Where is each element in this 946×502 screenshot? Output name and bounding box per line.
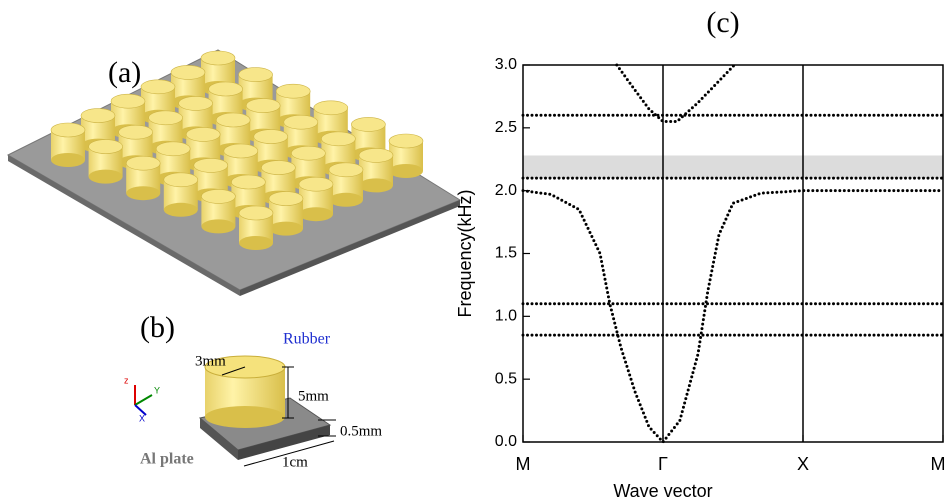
cylinder-base — [163, 202, 198, 217]
label: 3mm — [195, 353, 226, 369]
cylinder-top — [170, 65, 206, 80]
cylinder-base — [51, 153, 85, 167]
cylinder-top — [245, 98, 281, 113]
y-tick-label: 0.5 — [495, 370, 517, 387]
axis-letter: Y — [154, 385, 160, 395]
band — [521, 189, 945, 445]
cylinder-base — [126, 186, 161, 201]
cylinder-top — [201, 189, 236, 204]
y-tick-label: 0.0 — [495, 433, 517, 450]
cylinder-top — [110, 93, 146, 109]
cylinder-top — [163, 172, 199, 188]
cylinder-top — [298, 176, 334, 192]
cylinder-top — [238, 67, 273, 82]
cylinder-top — [253, 129, 289, 144]
cylinder-top — [148, 110, 183, 126]
cylinder-base — [329, 192, 363, 207]
panel-a — [6, 49, 462, 296]
label: Rubber — [283, 331, 331, 348]
cylinder-top — [275, 83, 311, 99]
cylinder-top — [80, 108, 116, 123]
y-tick-label: 1.0 — [495, 308, 517, 325]
cylinder-top — [88, 139, 123, 154]
cylinder-top — [238, 205, 274, 221]
cylinder-top — [291, 145, 326, 161]
cylinder-top — [185, 127, 221, 142]
cylinder-top — [223, 143, 259, 159]
y-axis-label: Frequency(kHz) — [455, 189, 475, 317]
label: 1cm — [282, 454, 308, 470]
cylinder-top — [358, 148, 394, 163]
cylinder-top — [208, 81, 243, 97]
axis-letter: z — [124, 375, 129, 385]
cylinder-base — [269, 221, 303, 236]
cylinder-base — [389, 164, 423, 178]
chart-title: (c) — [706, 6, 739, 39]
band — [615, 63, 736, 124]
cylinder-top — [155, 141, 191, 157]
label: Al plate — [140, 451, 194, 468]
y-tick-label: 2.5 — [495, 119, 517, 136]
cylinder-top — [313, 100, 349, 116]
y-tick-label: 1.5 — [495, 245, 517, 262]
cylinder-top — [261, 160, 296, 175]
axis-letter: X — [139, 413, 145, 423]
y-tick-label: 3.0 — [495, 56, 517, 73]
cylinder-top — [118, 124, 153, 140]
panel-label: (a) — [108, 56, 141, 89]
x-tick-label: Γ — [658, 454, 668, 474]
cylinder-top — [388, 133, 424, 149]
plot-frame — [522, 64, 944, 443]
cylinder-top — [268, 191, 304, 206]
cylinder-top — [328, 162, 364, 178]
cylinder-top — [178, 96, 213, 111]
x-tick-label: M — [516, 454, 531, 474]
panel-label: (b) — [140, 311, 175, 344]
label: 5mm — [298, 388, 329, 404]
cylinder-top — [351, 117, 386, 132]
chart: 0.0 0.5 1.0 1.5 2.0 2.5 3.0 M Γ X M (c) Wave vector F… — [455, 6, 946, 501]
y-tick-label: 2.0 — [495, 182, 517, 199]
plate-edge — [240, 200, 460, 296]
cylinder-top — [283, 114, 319, 130]
cylinder-top — [215, 112, 251, 128]
cylinder-base — [299, 207, 333, 222]
cylinder-top — [321, 131, 356, 147]
cylinder-top — [231, 174, 266, 190]
cylinder-base — [359, 178, 393, 193]
unit-cell — [134, 355, 336, 467]
cylinder-top — [125, 155, 161, 171]
x-tick-label: X — [797, 454, 809, 474]
cylinder-top — [193, 158, 229, 173]
cylinder-top — [140, 79, 176, 95]
cylinder-base — [239, 236, 273, 250]
x-axis-label: Wave vector — [613, 481, 712, 501]
x-tick-label: M — [931, 454, 946, 474]
band-gap — [523, 155, 943, 179]
cylinder-base — [201, 219, 236, 234]
cylinder-top — [200, 50, 236, 66]
plate-edge — [8, 155, 240, 296]
cylinder-top — [50, 122, 86, 138]
label: 0.5mm — [340, 423, 382, 439]
cylinder-base — [88, 169, 123, 184]
